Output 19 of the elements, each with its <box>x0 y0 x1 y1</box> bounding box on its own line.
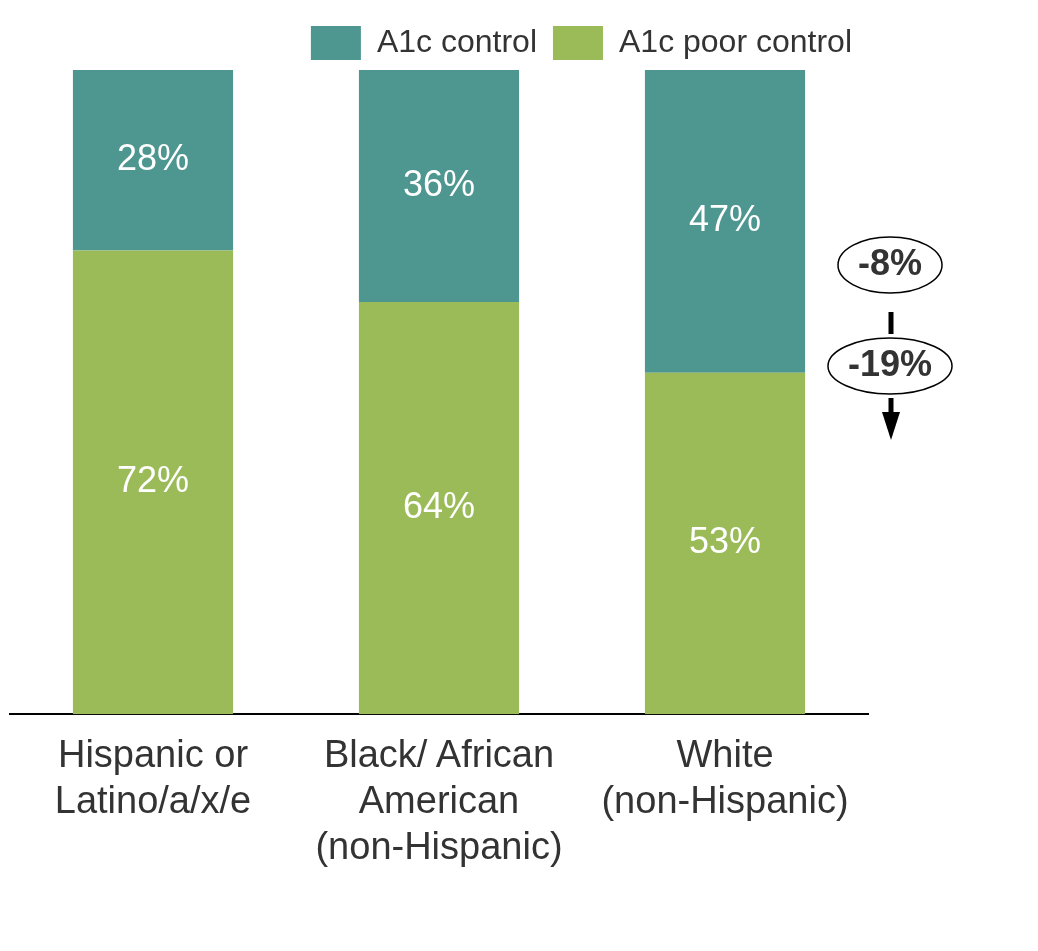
legend-label: A1c poor control <box>618 22 852 59</box>
x-tick-label: Hispanic or Latino/a/x/e <box>54 733 252 822</box>
data-label: 28% <box>116 137 190 179</box>
annotation: -8% <box>857 241 923 283</box>
data-label: 72% <box>116 459 190 501</box>
legend-label: A1c control <box>376 22 537 59</box>
x-tick-label: Black/ African American (non-Hispanic) <box>315 733 563 867</box>
data-label: 53% <box>688 520 762 562</box>
data-label: 36% <box>402 162 476 204</box>
bar <box>358 70 520 302</box>
bar <box>644 372 806 715</box>
bar <box>72 250 234 715</box>
bar <box>644 70 806 373</box>
bar <box>358 301 520 715</box>
annotation: -19% <box>847 342 933 384</box>
x-tick-label: White (non-Hispanic) <box>601 733 849 822</box>
data-label: 64% <box>402 484 476 526</box>
bar <box>72 70 234 251</box>
data-label: 47% <box>688 198 762 240</box>
